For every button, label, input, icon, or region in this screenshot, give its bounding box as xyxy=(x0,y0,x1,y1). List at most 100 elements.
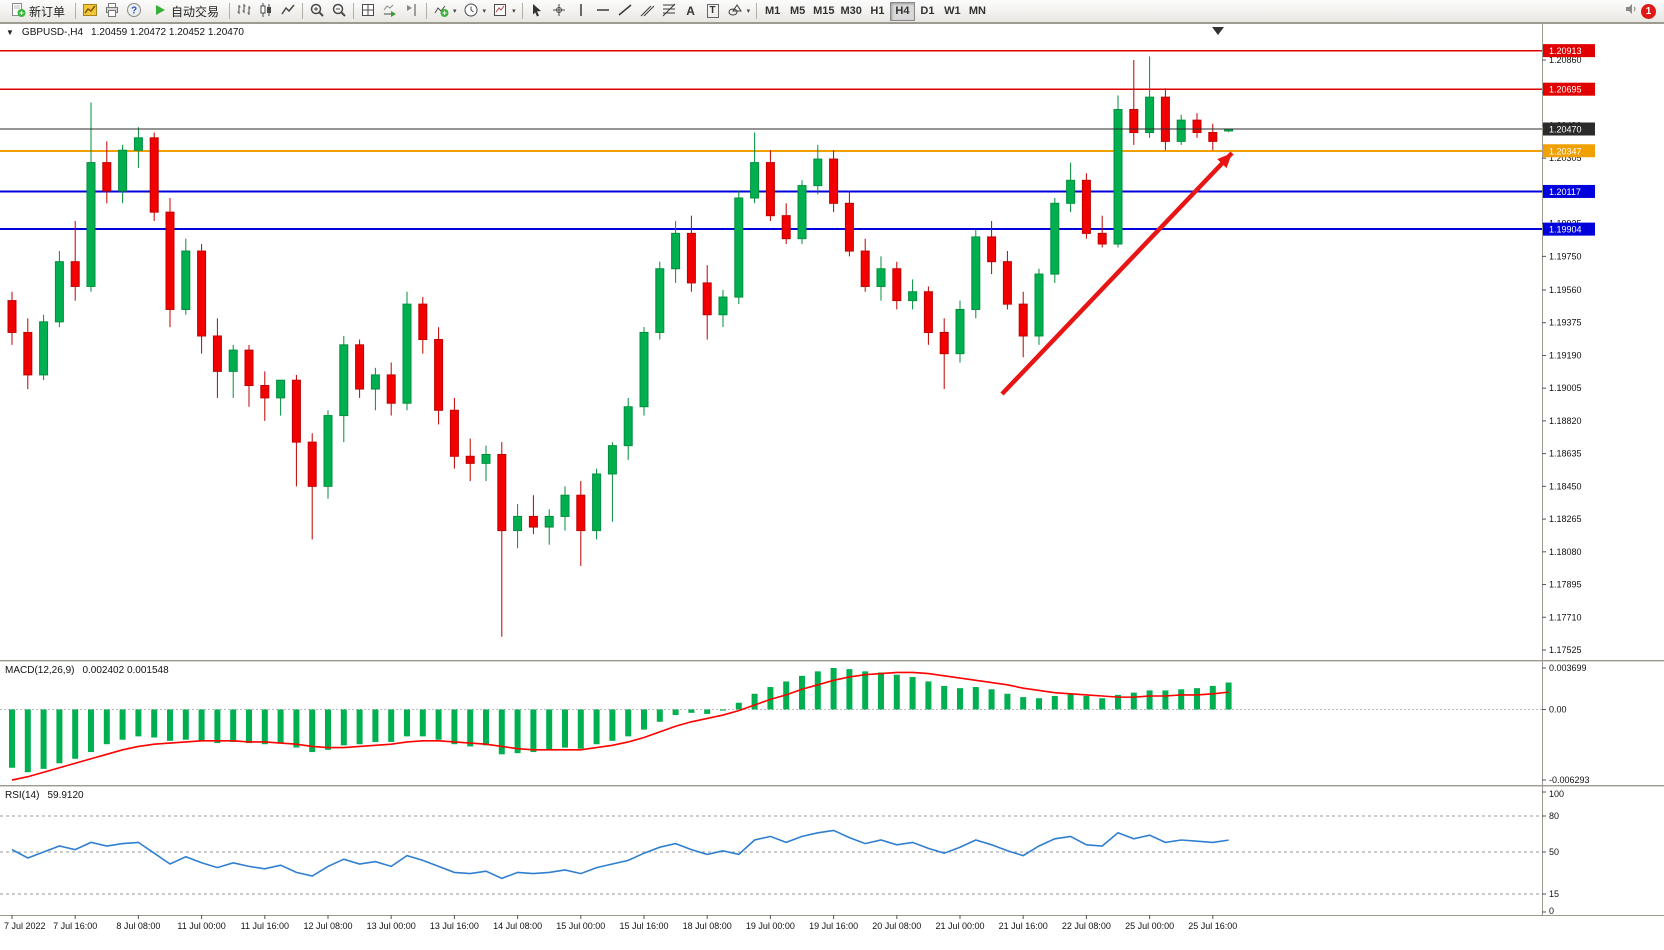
fibonacci-icon xyxy=(661,2,677,21)
svg-text:1.19005: 1.19005 xyxy=(1549,383,1582,393)
timeframe-button-w1[interactable]: W1 xyxy=(940,2,965,21)
svg-text:15 Jul 16:00: 15 Jul 16:00 xyxy=(619,921,668,931)
auto-scroll-button[interactable] xyxy=(379,1,401,22)
svg-text:19 Jul 00:00: 19 Jul 00:00 xyxy=(746,921,795,931)
svg-text:1.19560: 1.19560 xyxy=(1549,285,1582,295)
chart-shift-button[interactable] xyxy=(401,1,423,22)
svg-text:1.18265: 1.18265 xyxy=(1549,514,1582,524)
line-chart-icon xyxy=(280,2,296,21)
zoom-in-icon xyxy=(309,2,325,21)
trendline-tool-button[interactable] xyxy=(614,1,636,22)
svg-text:11 Jul 16:00: 11 Jul 16:00 xyxy=(241,921,289,931)
notification-badge[interactable]: 1 xyxy=(1641,3,1656,19)
chart-canvas[interactable]: 1.208601.206751.204901.203051.201201.199… xyxy=(0,23,1664,950)
dropdown-caret: ▾ xyxy=(746,8,751,15)
pane-splitter[interactable] xyxy=(0,785,1664,788)
svg-text:?: ? xyxy=(131,5,137,16)
label-tool-button[interactable]: T xyxy=(702,1,724,22)
templates-button[interactable]: ▾ xyxy=(489,1,519,22)
svg-text:20 Jul 08:00: 20 Jul 08:00 xyxy=(872,921,921,931)
channel-tool-button[interactable] xyxy=(636,1,658,22)
periods-button[interactable]: ▾ xyxy=(460,1,490,22)
toolbar-separator xyxy=(353,3,355,19)
timeframe-button-d1[interactable]: D1 xyxy=(915,2,940,21)
timeframe-button-m30[interactable]: M30 xyxy=(838,2,865,21)
trend-arrow[interactable] xyxy=(1000,151,1234,396)
bar-chart-button[interactable] xyxy=(233,1,255,22)
indicators-button[interactable]: ▾ xyxy=(430,1,460,22)
timeframe-button-h1[interactable]: H1 xyxy=(865,2,890,21)
svg-text:15: 15 xyxy=(1549,889,1559,899)
rsi-axis: 100 80 50 15 0 xyxy=(1542,789,1564,916)
horizontal-line-icon xyxy=(595,2,611,21)
svg-text:25 Jul 00:00: 25 Jul 00:00 xyxy=(1125,921,1174,931)
timeframe-button-m1[interactable]: M1 xyxy=(760,2,785,21)
svg-text:1.17525: 1.17525 xyxy=(1549,645,1582,655)
svg-text:1.19904: 1.19904 xyxy=(1549,225,1582,235)
line-chart-button[interactable] xyxy=(277,1,299,22)
tile-windows-button[interactable] xyxy=(357,1,379,22)
svg-text:0.003699: 0.003699 xyxy=(1549,663,1587,673)
svg-text:1.20913: 1.20913 xyxy=(1549,46,1582,56)
clock-icon xyxy=(463,2,479,21)
main-toolbar: 新订单 ? 自动交易 ▾ ▾ ▾ A T ▾ M1 M5 M15 M30 H1 … xyxy=(0,0,1664,23)
svg-text:13 Jul 16:00: 13 Jul 16:00 xyxy=(430,921,479,931)
price-box-1.19904: 1.19904 xyxy=(1543,222,1595,236)
timeframe-button-mn[interactable]: MN xyxy=(965,2,990,21)
svg-text:15 Jul 00:00: 15 Jul 00:00 xyxy=(556,921,605,931)
shapes-tool-button[interactable]: ▾ xyxy=(724,1,754,22)
time-axis[interactable]: 7 Jul 2022 7 Jul 16:00 8 Jul 08:00 11 Jul 0… xyxy=(4,915,1237,931)
speaker-icon[interactable] xyxy=(1623,1,1639,22)
auto-trading-icon xyxy=(152,2,168,21)
svg-text:22 Jul 08:00: 22 Jul 08:00 xyxy=(1062,921,1111,931)
macd-signal-line xyxy=(11,671,1229,781)
chart-window: 1.208601.206751.204901.203051.201201.199… xyxy=(0,23,1664,950)
svg-text:25 Jul 16:00: 25 Jul 16:00 xyxy=(1188,921,1237,931)
zoom-out-button[interactable] xyxy=(328,1,350,22)
horizontal-line-tool-button[interactable] xyxy=(592,1,614,22)
zoom-in-button[interactable] xyxy=(306,1,328,22)
timeframe-button-h4[interactable]: H4 xyxy=(889,1,915,21)
vertical-line-tool-button[interactable] xyxy=(570,1,592,22)
new-order-icon xyxy=(10,2,26,21)
crosshair-icon xyxy=(551,2,567,21)
pane-splitter[interactable] xyxy=(0,660,1664,663)
svg-text:1.19190: 1.19190 xyxy=(1549,350,1582,360)
zoom-out-icon xyxy=(331,2,347,21)
rsi-indicator-name: RSI(14) xyxy=(5,790,40,801)
chart-collapse-icon[interactable]: ▼ xyxy=(6,28,14,37)
cursor-tool-button[interactable] xyxy=(526,1,548,22)
svg-text:21 Jul 00:00: 21 Jul 00:00 xyxy=(935,921,984,931)
help-button[interactable]: ? xyxy=(123,1,145,22)
timeframe-button-m15[interactable]: M15 xyxy=(810,2,837,21)
svg-text:100: 100 xyxy=(1549,789,1564,799)
svg-text:1.18635: 1.18635 xyxy=(1549,449,1582,459)
svg-text:1.20347: 1.20347 xyxy=(1549,146,1582,156)
toolbar-separator xyxy=(426,3,428,19)
svg-text:1.18450: 1.18450 xyxy=(1549,481,1582,491)
new-order-button[interactable]: 新订单 xyxy=(3,1,72,22)
candlestick-chart-button[interactable] xyxy=(255,1,277,22)
indicators-icon xyxy=(433,2,449,21)
chart-shift-icon xyxy=(404,2,420,21)
chart-shift-marker[interactable] xyxy=(1212,27,1224,35)
fibonacci-tool-button[interactable] xyxy=(658,1,680,22)
channel-icon xyxy=(639,2,655,21)
dropdown-caret: ▾ xyxy=(453,8,457,15)
print-button[interactable] xyxy=(101,1,123,22)
dropdown-caret: ▾ xyxy=(482,8,487,15)
crosshair-tool-button[interactable] xyxy=(548,1,570,22)
charts-button[interactable] xyxy=(79,1,101,22)
text-tool-button[interactable]: A xyxy=(680,1,702,22)
svg-text:8 Jul 08:00: 8 Jul 08:00 xyxy=(116,921,160,931)
trendline-icon xyxy=(617,2,633,21)
chart-symbol-period: GBPUSD-,H4 xyxy=(21,27,84,38)
auto-trading-button[interactable]: 自动交易 xyxy=(145,1,226,22)
macd-axis: 0.003699 0.00 -0.006293 xyxy=(1542,663,1590,785)
toolbar-separator xyxy=(75,3,77,19)
svg-text:1.19750: 1.19750 xyxy=(1549,251,1582,261)
svg-text:13 Jul 00:00: 13 Jul 00:00 xyxy=(367,921,416,931)
timeframe-button-m5[interactable]: M5 xyxy=(785,2,810,21)
svg-text:-0.006293: -0.006293 xyxy=(1549,775,1590,785)
chart-ohlc-values: 1.20459 1.20472 1.20452 1.20470 xyxy=(91,27,244,38)
